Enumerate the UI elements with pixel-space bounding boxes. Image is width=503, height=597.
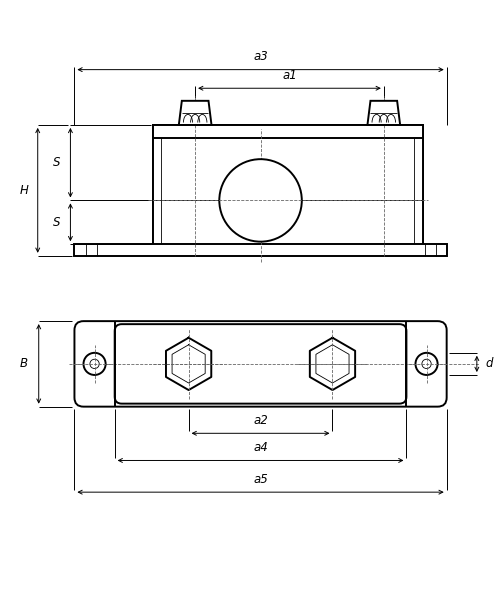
FancyBboxPatch shape <box>115 324 406 404</box>
Text: a2: a2 <box>253 414 268 427</box>
Circle shape <box>422 359 431 368</box>
Text: B: B <box>20 358 28 370</box>
Circle shape <box>415 353 438 375</box>
Text: a3: a3 <box>253 50 268 63</box>
Polygon shape <box>367 101 400 125</box>
Bar <box>74 244 447 256</box>
Text: S: S <box>53 156 60 169</box>
Bar <box>153 125 423 251</box>
Text: a5: a5 <box>253 473 268 485</box>
Text: a1: a1 <box>282 69 297 82</box>
Text: a4: a4 <box>253 441 268 454</box>
Text: d: d <box>486 358 493 370</box>
Bar <box>153 125 423 137</box>
Circle shape <box>83 353 106 375</box>
Circle shape <box>219 159 302 242</box>
Text: H: H <box>19 184 28 197</box>
Polygon shape <box>179 101 211 125</box>
Circle shape <box>90 359 99 368</box>
FancyBboxPatch shape <box>74 321 447 407</box>
Text: S: S <box>53 216 60 229</box>
Bar <box>153 137 423 251</box>
